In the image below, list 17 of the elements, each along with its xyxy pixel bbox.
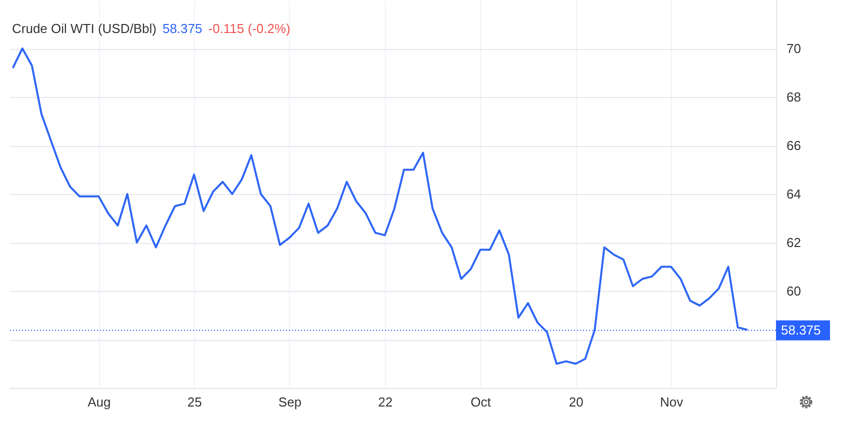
x-tick-label: 20 <box>568 394 584 410</box>
y-tick-label: 60 <box>786 284 801 298</box>
ref-line-label: 58.375 <box>781 322 821 338</box>
y-tick-label: 66 <box>786 138 801 153</box>
y-tick-label: 62 <box>786 235 801 250</box>
y-tick-label: 68 <box>786 90 801 104</box>
x-tick-label: 22 <box>378 394 393 410</box>
x-tick-label: Sep <box>278 394 302 410</box>
x-tick-label: 25 <box>187 394 202 410</box>
x-tick-label: Nov <box>660 394 684 410</box>
annotation: -0.115 (-0.2%) <box>208 21 290 36</box>
annotation: 58.375 <box>162 21 202 36</box>
y-tick-label: 64 <box>786 186 801 202</box>
x-tick-label: Oct <box>470 394 492 410</box>
x-tick-label: Aug <box>88 394 111 410</box>
y-tick-label: 70 <box>786 41 801 56</box>
text: Crude Oil WTI (USD/Bbl) <box>12 21 156 36</box>
